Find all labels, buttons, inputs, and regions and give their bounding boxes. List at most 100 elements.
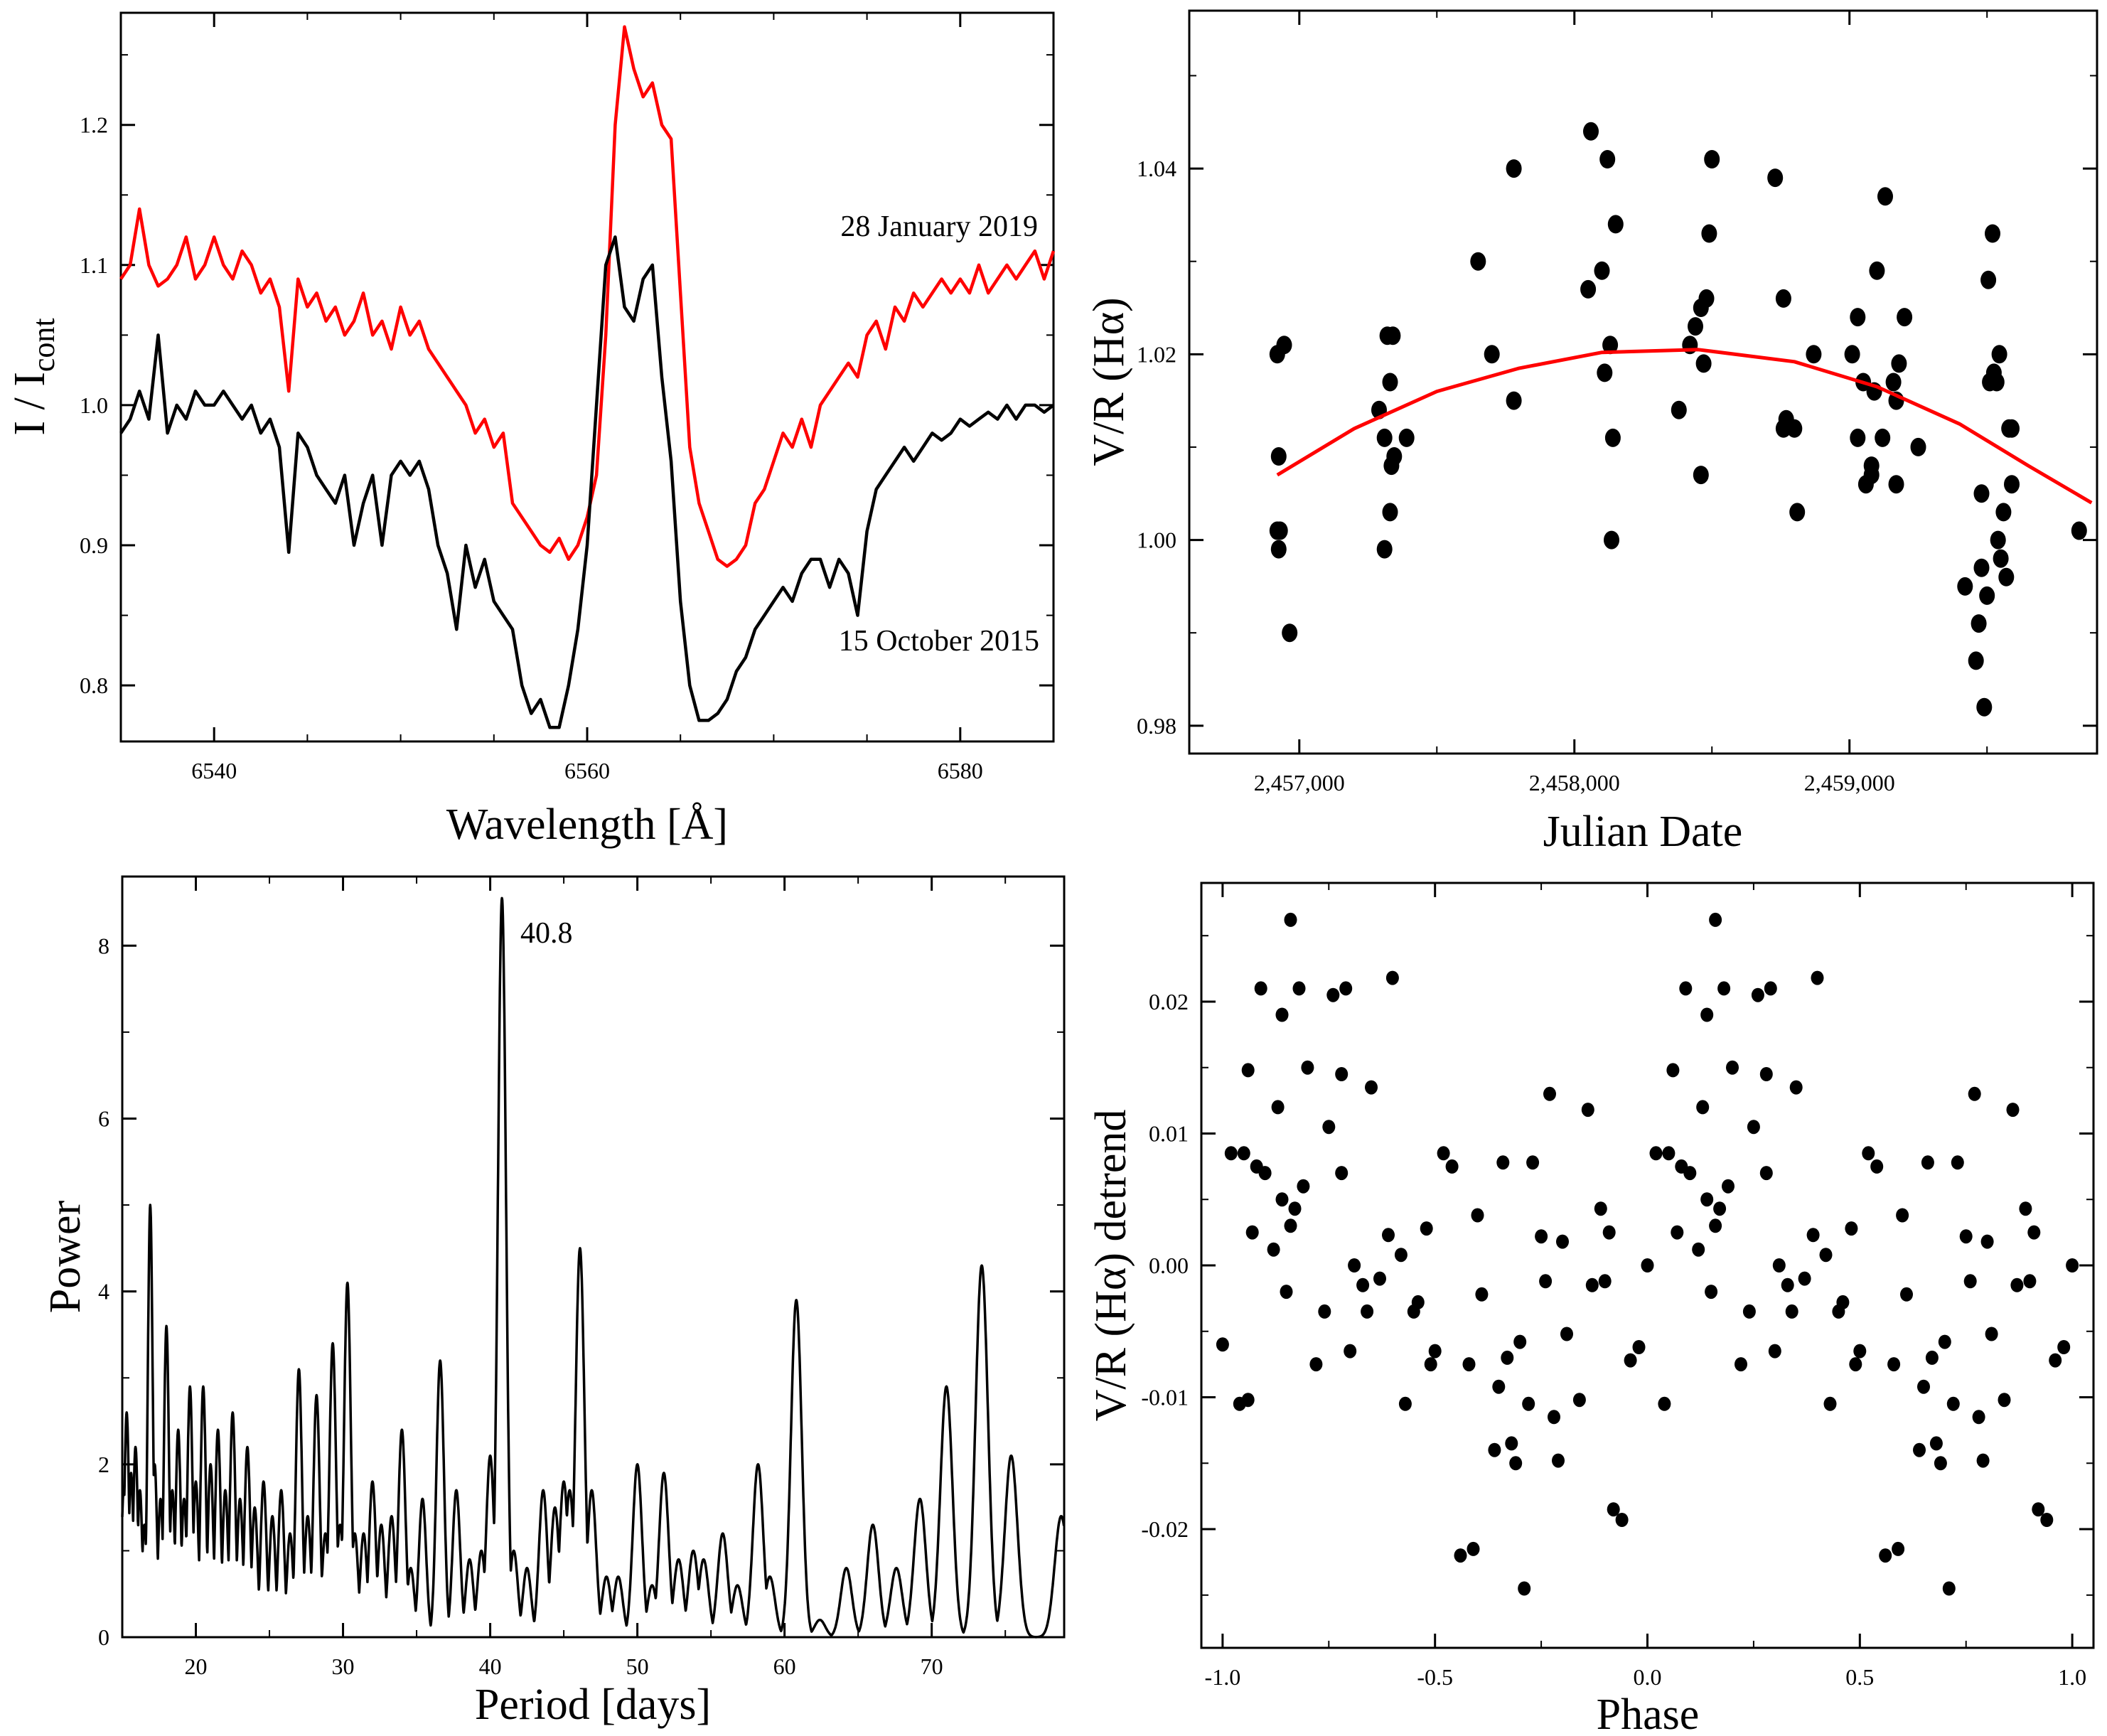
detrend-point bbox=[1768, 1344, 1781, 1359]
vr-jd-point bbox=[1270, 540, 1287, 559]
detrend-point bbox=[1492, 1379, 1506, 1394]
detrend-point bbox=[1318, 1304, 1331, 1319]
detrend-point bbox=[1258, 1166, 1272, 1181]
detrend-point bbox=[1789, 1080, 1803, 1095]
detrend-point bbox=[1365, 1080, 1378, 1095]
detrend-point bbox=[1267, 1242, 1280, 1257]
detrend-point bbox=[1959, 1229, 1973, 1244]
detrend-point bbox=[1785, 1304, 1798, 1319]
detrend-point bbox=[1742, 1304, 1756, 1319]
vr-jd-point bbox=[1957, 577, 1973, 596]
vr-jd-point bbox=[2004, 475, 2020, 494]
detrend-point bbox=[1216, 1337, 1229, 1352]
detrend-point bbox=[1845, 1221, 1858, 1236]
detrend-point bbox=[1853, 1344, 1867, 1359]
vr-jd-point bbox=[1976, 697, 1993, 717]
vr-jd-point bbox=[1991, 345, 2007, 364]
detrend-point bbox=[1963, 1274, 1977, 1289]
detrend-point bbox=[1615, 1513, 1629, 1527]
vr-jd-point bbox=[1398, 428, 1415, 447]
detrend-point bbox=[1288, 1201, 1302, 1216]
detrend-point bbox=[1348, 1258, 1361, 1272]
detrend-point bbox=[1806, 1228, 1820, 1243]
vr-jd-point bbox=[1583, 122, 1599, 141]
periodogram-curve bbox=[121, 896, 1066, 1639]
detrend-ytick-label: -0.01 bbox=[1141, 1385, 1189, 1410]
detrend-point bbox=[1980, 1234, 1994, 1249]
detrend-point bbox=[1917, 1379, 1930, 1394]
detrend-point bbox=[1705, 1285, 1718, 1300]
detrend-point bbox=[1284, 912, 1297, 927]
detrend-xlabel: Phase bbox=[1597, 1691, 1700, 1736]
vr-jd-point bbox=[1698, 289, 1715, 308]
detrend-point bbox=[1271, 1100, 1285, 1115]
vr-jd-xtick-label: 2,459,000 bbox=[1804, 770, 1895, 795]
vr-jd-point bbox=[1998, 567, 2015, 586]
detrend-xtick-label: -1.0 bbox=[1205, 1664, 1241, 1690]
detrend-point bbox=[1560, 1327, 1573, 1341]
vr-jd-point bbox=[1376, 540, 1393, 559]
detrend-point bbox=[1658, 1396, 1671, 1411]
detrend-point bbox=[1462, 1357, 1476, 1372]
detrend-point bbox=[1326, 987, 1340, 1002]
detrend-point bbox=[1292, 981, 1306, 996]
panel-spectra: 6540 6560 6580 0.8 0.9 1.0 1.1 1.2 Wavelength [… bbox=[6, 11, 1056, 849]
vr-jd-point bbox=[1597, 363, 1613, 382]
vr-jd-point bbox=[1599, 150, 1616, 168]
detrend-xtick-label: -0.5 bbox=[1417, 1664, 1453, 1690]
vr-jd-point bbox=[1376, 428, 1393, 447]
detrend-point bbox=[1735, 1357, 1747, 1372]
vr-jd-point bbox=[1470, 252, 1486, 271]
periodogram-xlabel: Period [days] bbox=[475, 1681, 711, 1729]
periodogram-ytick-label: 0 bbox=[98, 1624, 109, 1650]
detrend-point bbox=[1394, 1248, 1408, 1263]
vr-jd-point bbox=[1897, 308, 1913, 327]
detrend-point bbox=[1518, 1581, 1531, 1596]
periodogram-xtick-label: 70 bbox=[921, 1654, 943, 1679]
detrend-point bbox=[1467, 1541, 1480, 1556]
detrend-point bbox=[1624, 1353, 1637, 1368]
detrend-point bbox=[1344, 1344, 1357, 1359]
vr-jd-ylabel: V/R (Hα) bbox=[1085, 297, 1133, 466]
detrend-point bbox=[1594, 1201, 1607, 1216]
detrend-point bbox=[1709, 1218, 1722, 1233]
detrend-ytick-label: 0.01 bbox=[1149, 1120, 1189, 1146]
detrend-point bbox=[1237, 1146, 1250, 1161]
vr-jd-frame bbox=[1188, 9, 2098, 755]
detrend-point bbox=[1764, 981, 1777, 996]
detrend-point bbox=[1925, 1350, 1939, 1365]
vr-jd-point bbox=[1484, 345, 1500, 364]
detrend-point bbox=[1666, 1063, 1680, 1078]
spectra-ylabel-main: I / I bbox=[6, 372, 54, 436]
detrend-point bbox=[1505, 1436, 1518, 1451]
detrend-xtick-label: 0.5 bbox=[1845, 1664, 1874, 1690]
detrend-point bbox=[1836, 1295, 1850, 1309]
detrend-point bbox=[2040, 1513, 2054, 1527]
vr-jd-xtick-label: 2,458,000 bbox=[1529, 770, 1620, 795]
vr-jd-ytick-label: 1.04 bbox=[1137, 156, 1176, 181]
vr-jd-fit-line bbox=[1276, 348, 2093, 505]
detrend-point bbox=[2032, 1502, 2045, 1517]
detrend-point bbox=[1781, 1277, 1794, 1292]
detrend-point bbox=[1322, 1120, 1336, 1135]
panel-vr-detrend-phase: -1.0 -0.5 0.0 0.5 1.0-0.02-0.010.000.010.02 … bbox=[1087, 882, 2095, 1736]
spectra-ytick-label: 0.8 bbox=[80, 673, 108, 698]
spectra-lines bbox=[119, 25, 1056, 729]
spectra-ticks bbox=[120, 13, 1054, 741]
vr-jd-point bbox=[2004, 419, 2020, 438]
detrend-point bbox=[1998, 1393, 2011, 1408]
vr-jd-point bbox=[1385, 326, 1401, 345]
vr-jd-point bbox=[1695, 354, 1712, 373]
detrend-point bbox=[1896, 1208, 1909, 1223]
detrend-point bbox=[2019, 1201, 2032, 1216]
detrend-point bbox=[1887, 1357, 1901, 1372]
detrend-point bbox=[1488, 1442, 1501, 1457]
spectra-ylabel: I / Icont bbox=[6, 318, 61, 435]
vr-jd-point bbox=[1891, 354, 1907, 373]
detrend-point bbox=[1913, 1442, 1926, 1457]
periodogram-ylabel: Power bbox=[41, 1200, 90, 1313]
detrend-point bbox=[1245, 1225, 1259, 1240]
vr-jd-point bbox=[1979, 586, 1995, 605]
vr-jd-xtick-label: 2,457,000 bbox=[1254, 770, 1345, 795]
